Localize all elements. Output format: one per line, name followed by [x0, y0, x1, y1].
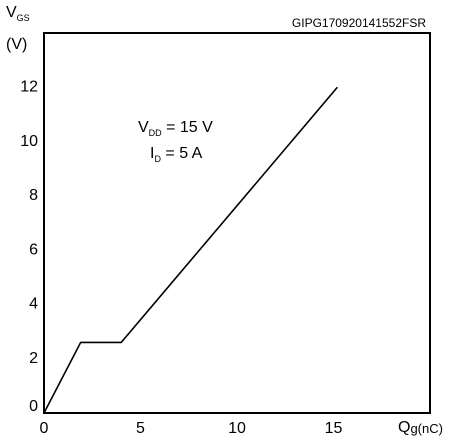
x-tick-label: 15 — [325, 420, 343, 437]
x-label-sub: g(nC) — [410, 421, 443, 436]
annotation: VDD = 15 V — [138, 119, 213, 138]
x-axis-label: Qg(nC) — [398, 419, 443, 436]
annotation-sub: DD — [149, 128, 162, 138]
y-axis-unit: (V) — [6, 36, 27, 53]
annotation-rest: = 15 V — [162, 119, 213, 136]
y-tick-label: 0 — [29, 398, 38, 415]
y-axis-label: VGS — [6, 4, 30, 23]
data-line — [43, 86, 338, 414]
y-tick-label: 10 — [20, 133, 38, 150]
y-label-sub: GS — [17, 13, 30, 23]
y-tick-label: 6 — [29, 241, 38, 258]
annotation-main: I — [150, 145, 154, 162]
y-tick-label: 8 — [29, 187, 38, 204]
x-label-main: Q — [398, 419, 410, 436]
y-tick-label: 2 — [29, 350, 38, 367]
x-tick-label: 10 — [228, 420, 246, 437]
annotation: ID = 5 A — [150, 145, 203, 164]
y-tick-label: 4 — [29, 296, 38, 313]
y-label-main: V — [6, 4, 17, 21]
annotation-background — [136, 115, 246, 173]
annotation-sub: D — [154, 154, 161, 164]
annotation-main: V — [138, 119, 149, 136]
annotation-rest: = 5 A — [161, 145, 203, 162]
y-tick-label: 12 — [20, 79, 38, 96]
x-tick-label: 5 — [136, 420, 145, 437]
x-tick-label: 0 — [40, 420, 49, 437]
plot-frame — [43, 32, 431, 414]
figure-code: GIPG170920141552FSR — [292, 16, 426, 30]
